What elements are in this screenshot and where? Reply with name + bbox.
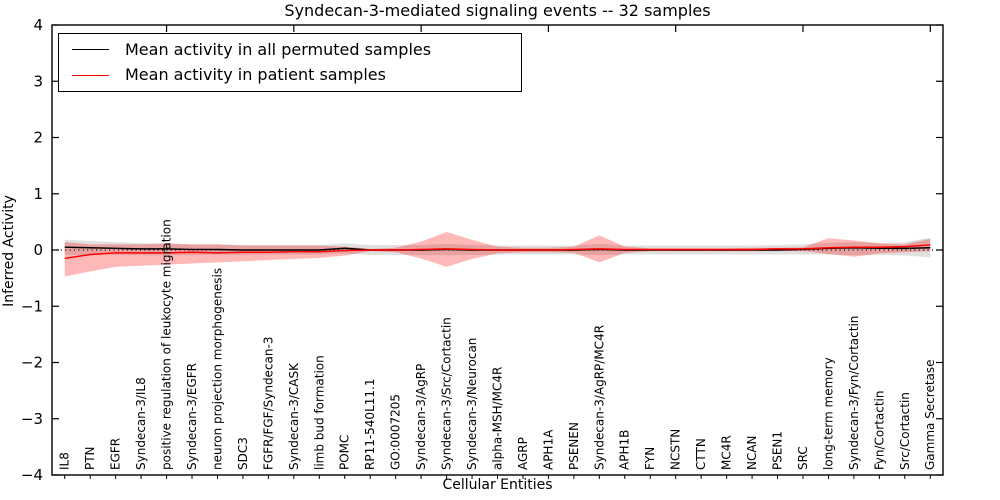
patient-band [64,232,931,277]
patient-mean-line [64,244,931,260]
y-tick-label: 1 [33,185,43,203]
patient-line-swatch [72,74,109,76]
y-tick-label: 0 [33,241,43,259]
x-tick-label: NCAN [745,435,759,470]
x-tick-label: EGFR [109,438,123,470]
chart-title: Syndecan-3-mediated signaling events -- … [284,1,711,20]
y-tick-label: −4 [21,466,43,484]
permuted-line-swatch [72,49,109,51]
x-axis-label: Cellular Entities [442,477,553,493]
x-tick-label: Syndecan-3/Src/Cortactin [440,317,454,470]
x-tick-label: Gamma Secretase [923,359,937,470]
x-tick-label: Syndecan-3/IL8 [134,377,148,470]
x-tick-label: Src/Cortactin [898,392,912,470]
y-tick-label: −2 [21,354,43,372]
legend-item-permuted: Mean activity in all permuted samples [59,39,521,59]
legend-label-permuted: Mean activity in all permuted samples [125,39,432,59]
x-tick-label: alpha-MSH/MC4R [490,367,504,470]
legend-item-patient: Mean activity in patient samples [59,67,521,83]
y-tick-label: −1 [21,297,43,315]
x-tick-label: neuron projection morphogenesis [210,268,224,470]
x-tick-label: Syndecan-3/Fyn/Cortactin [847,316,861,470]
x-tick-label: limb bud formation [312,355,326,470]
x-tick-label: IL8 [58,452,72,470]
y-tick-label: 4 [33,16,43,34]
x-tick-label: PTN [83,446,97,470]
x-tick-label: NCSTN [669,429,683,470]
y-tick-label: 2 [33,129,43,147]
x-tick-label: positive regulation of leukocyte migrati… [160,219,174,470]
x-tick-label: Syndecan-3/AgRP [414,364,428,470]
x-tick-label: FYN [643,447,657,470]
x-tick-label: PSEN1 [770,431,784,470]
x-tick-label: POMC [338,435,352,470]
x-tick-label: Syndecan-3/Neurocan [465,338,479,470]
x-tick-label: Fyn/Cortactin [872,390,886,470]
x-tick-label: FGFR/FGF/Syndecan-3 [261,337,275,470]
x-tick-label: Syndecan-3/CASK [287,362,301,470]
y-tick-label: 3 [33,72,43,90]
x-tick-label: Syndecan-3/EGFR [185,363,199,470]
x-tick-label: MC4R [720,435,734,470]
x-tick-label: GO:0007205 [389,394,403,470]
y-axis-label: Inferred Activity [1,195,17,307]
x-tick-label: APH1B [618,430,632,470]
x-tick-label: SRC [796,446,810,470]
x-tick-label: Syndecan-3/AgRP/MC4R [592,325,606,470]
legend-label-patient: Mean activity in patient samples [125,65,386,85]
x-tick-label: APH1A [541,429,555,470]
y-tick-label: −3 [21,410,43,428]
x-tick-label: CTTN [694,438,708,470]
x-tick-label: RP11-540L11.1 [363,379,377,470]
x-tick-label: long-term memory [821,357,835,470]
x-tick-label: SDC3 [236,437,250,470]
x-tick-label: AGRP [516,437,530,470]
legend-box: Mean activity in all permuted samples Me… [58,33,522,92]
x-tick-label: PSENEN [567,422,581,470]
